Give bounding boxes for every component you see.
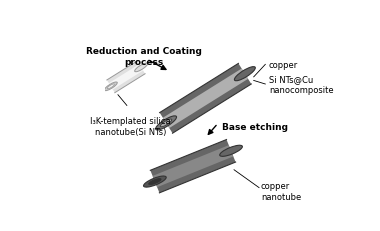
Polygon shape [165, 73, 246, 125]
Polygon shape [150, 140, 236, 193]
Text: I₃K-templated silica
nanotube(Si NTs): I₃K-templated silica nanotube(Si NTs) [90, 117, 171, 136]
Ellipse shape [107, 85, 114, 89]
Polygon shape [153, 146, 233, 187]
Ellipse shape [144, 176, 166, 187]
Polygon shape [109, 65, 143, 90]
Ellipse shape [149, 179, 161, 185]
Ellipse shape [234, 67, 255, 81]
Polygon shape [154, 149, 232, 183]
Text: Base etching: Base etching [222, 123, 288, 132]
Polygon shape [163, 69, 248, 128]
Ellipse shape [156, 116, 177, 130]
Polygon shape [110, 67, 142, 88]
Polygon shape [160, 64, 251, 134]
Ellipse shape [220, 146, 242, 157]
Text: copper
nanotube: copper nanotube [261, 182, 301, 201]
Text: Si NTs@Cu
nanocomposite: Si NTs@Cu nanocomposite [269, 75, 334, 94]
Text: copper: copper [269, 61, 298, 70]
Ellipse shape [160, 119, 172, 127]
Ellipse shape [105, 83, 117, 91]
Polygon shape [107, 62, 145, 93]
Text: Reduction and Coating
process: Reduction and Coating process [86, 47, 202, 67]
Ellipse shape [135, 64, 147, 73]
